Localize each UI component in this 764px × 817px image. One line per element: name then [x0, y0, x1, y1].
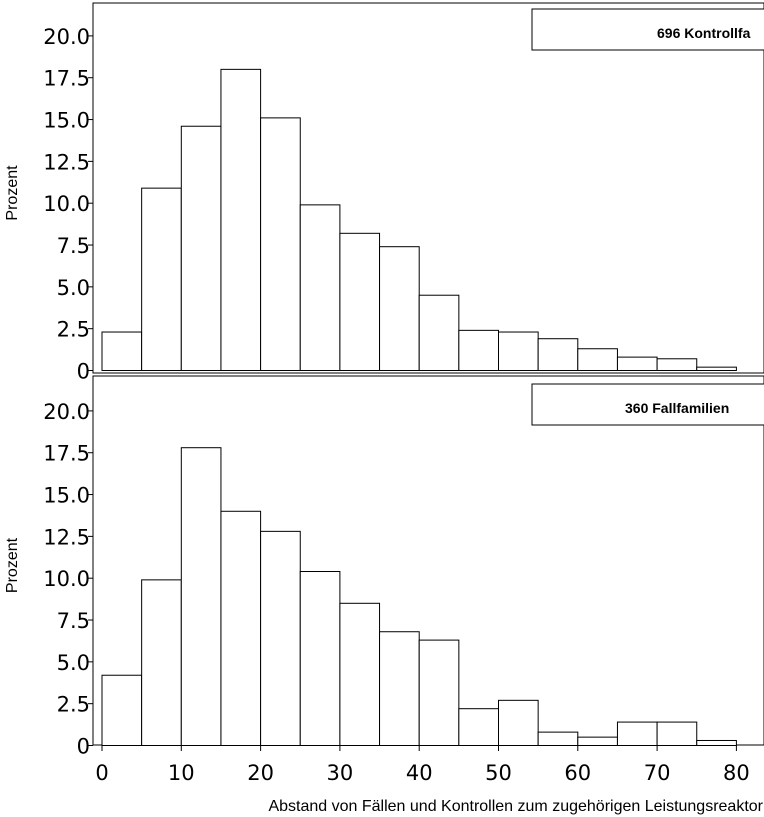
y-axis-title: Prozent: [4, 537, 21, 593]
histogram-bar: [339, 232, 381, 371]
x-tick-label: 0: [95, 761, 108, 785]
histogram-bar: [537, 731, 579, 747]
histogram-bar: [458, 708, 500, 746]
histogram-bar: [696, 366, 737, 371]
histogram-bar: [537, 338, 579, 372]
panel-frame: [92, 2, 764, 374]
histogram-bar: [180, 447, 222, 746]
histogram-bar: [498, 699, 539, 746]
histogram-bar: [141, 579, 182, 746]
histogram-bar: [656, 358, 698, 372]
panel-controls: 0 2.5 5.0 7.5 10.0 12.5 15.0 17.5 20.0 Prozent 696…: [4, 2, 764, 384]
y-tick-label: 12.5: [43, 150, 90, 174]
y-tick-label: 15.0: [43, 484, 90, 508]
x-tick-label: 50: [485, 761, 512, 785]
histogram-bar: [379, 631, 420, 747]
legend-label: 360 Fallfamilien: [625, 400, 729, 416]
histogram-bar: [379, 246, 420, 371]
histogram-bar: [418, 639, 460, 747]
y-tick-label: 17.5: [43, 67, 90, 91]
y-tick-label: 0: [77, 360, 90, 384]
legend-box: [531, 383, 764, 426]
histogram-bar: [418, 294, 460, 371]
legend-box: [531, 8, 764, 51]
y-tick-label: 10.0: [43, 192, 90, 216]
y-tick-label: 12.5: [43, 525, 90, 549]
x-tick-label: 60: [564, 761, 591, 785]
y-tick-label: 7.5: [57, 609, 90, 633]
histogram-bar: [101, 331, 143, 371]
x-tick-label: 30: [327, 761, 354, 785]
histogram-bar: [656, 721, 698, 747]
histogram-bar: [616, 356, 658, 371]
histogram-bar: [577, 348, 618, 372]
histogram-bar: [577, 736, 618, 747]
x-axis-title: Abstand von Fällen und Kontrollen zum zu…: [268, 798, 763, 815]
histogram-bar: [220, 68, 262, 372]
histogram-bar: [458, 329, 500, 371]
histogram-bar: [220, 510, 262, 746]
histogram-bar: [299, 571, 341, 746]
legend-label: 696 Kontrollfa: [657, 25, 751, 41]
y-tick-label: 15.0: [43, 109, 90, 133]
histogram-bar: [141, 187, 182, 371]
histogram-bar: [696, 739, 737, 747]
x-tick-label: 80: [723, 761, 750, 785]
histogram-bar: [101, 674, 143, 747]
y-tick-label: 2.5: [57, 693, 90, 717]
x-tick-label: 20: [247, 761, 274, 785]
histogram-bar: [260, 530, 301, 747]
y-tick-label: 0: [77, 735, 90, 759]
y-tick-label: 5.0: [57, 276, 90, 300]
y-tick-label: 20.0: [43, 25, 90, 49]
y-tick-label: 17.5: [43, 442, 90, 466]
y-axis-title: Prozent: [4, 165, 21, 221]
histogram-bar: [498, 331, 539, 371]
y-tick-label: 10.0: [43, 567, 90, 591]
x-tick-label: 10: [168, 761, 195, 785]
x-tick-label: 70: [644, 761, 671, 785]
histogram-bar: [180, 125, 222, 371]
y-tick-label: 20.0: [43, 400, 90, 424]
y-tick-label: 5.0: [57, 651, 90, 675]
x-tick-label: 40: [406, 761, 433, 785]
panel-cases: 0 2.5 5.0 7.5 10.0 12.5 15.0 17.5 20.0 Prozent 360…: [4, 375, 764, 785]
y-tick-label: 7.5: [57, 234, 90, 258]
histogram-bar: [616, 721, 658, 747]
histogram-bar: [260, 117, 301, 371]
y-tick-label: 2.5: [57, 318, 90, 342]
histogram-bar: [339, 602, 381, 746]
histogram-bar: [299, 204, 341, 371]
